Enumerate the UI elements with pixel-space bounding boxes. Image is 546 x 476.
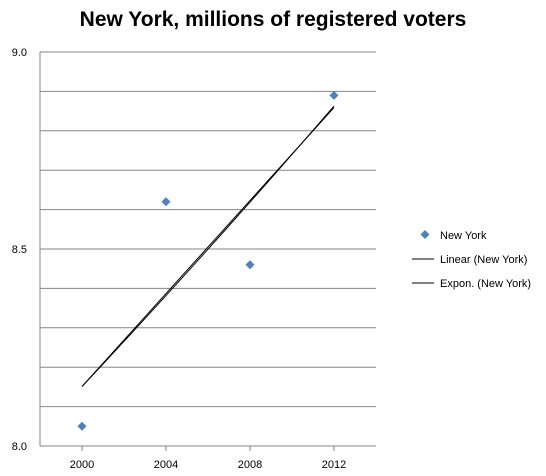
trendline-exponential — [81, 105, 335, 387]
legend-label-new-york: New York — [440, 230, 487, 242]
x-tick-label: 2000 — [70, 459, 94, 471]
legend-label-exponential: Expon. (New York) — [440, 278, 531, 290]
x-tick-labels: 2000 2004 2008 2012 — [70, 446, 346, 471]
legend-marker-new-york — [420, 230, 430, 239]
x-tick-label: 2012 — [322, 459, 346, 471]
trendlines — [81, 105, 335, 387]
chart-title: New York, millions of registered voters — [79, 8, 467, 31]
y-tick-label: 8.0 — [12, 441, 27, 453]
axes — [39, 52, 376, 447]
y-tick-labels: 8.0 8.5 9.0 — [12, 47, 27, 453]
data-point — [329, 90, 339, 100]
data-point — [245, 260, 255, 270]
data-point — [161, 197, 171, 207]
x-tick-label: 2008 — [238, 459, 262, 471]
data-point — [77, 421, 87, 431]
legend-label-linear: Linear (New York) — [440, 254, 527, 266]
x-tick-label: 2004 — [154, 459, 178, 471]
y-tick-label: 8.5 — [12, 244, 27, 256]
legend: New York Linear (New York) Expon. (New Y… — [412, 230, 531, 290]
data-points — [77, 90, 339, 431]
y-tick-label: 9.0 — [12, 47, 27, 59]
